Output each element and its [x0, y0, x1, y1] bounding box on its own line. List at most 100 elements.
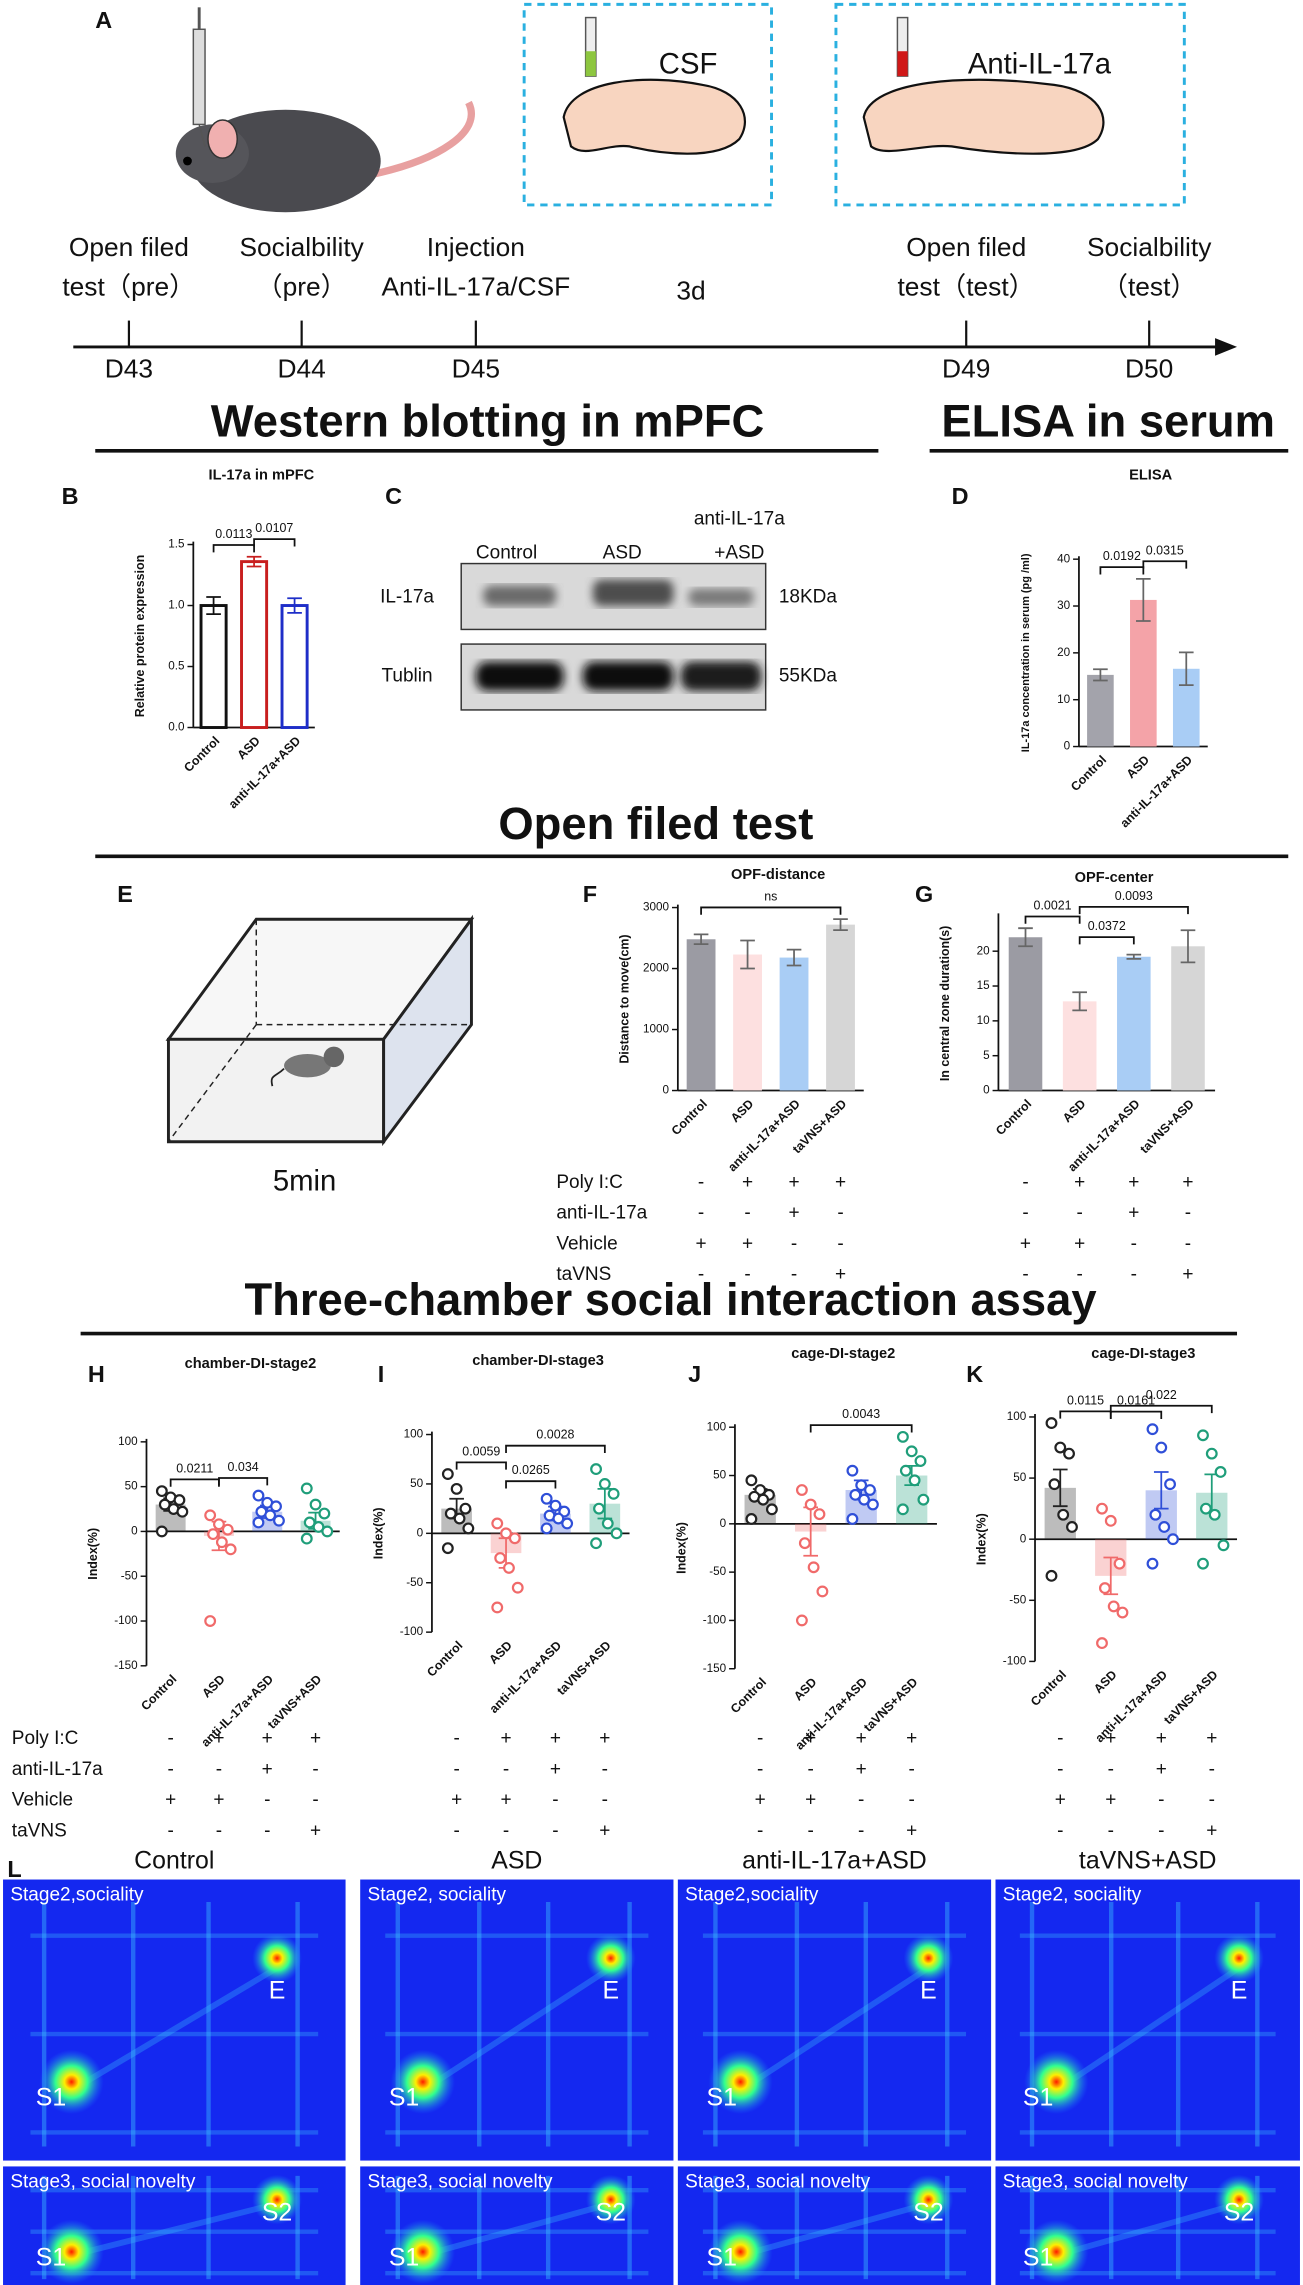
data-point — [494, 1552, 507, 1564]
heatmap-hotspot — [1214, 1933, 1264, 1984]
data-point — [158, 1498, 171, 1511]
treatment-sign: - — [1108, 1759, 1114, 1780]
panel-label: K — [966, 1361, 983, 1387]
y-tick-label: 15 — [977, 979, 991, 992]
heatmap-marker: S1 — [389, 2083, 419, 2111]
data-point — [607, 1487, 620, 1500]
data-point — [444, 1507, 457, 1520]
treatment-sign: + — [696, 1233, 707, 1254]
treatment-sign: + — [1105, 1790, 1116, 1811]
heatmap-hotspot — [903, 1933, 954, 1984]
data-point — [312, 1521, 325, 1533]
data-point — [864, 1484, 876, 1496]
data-point — [798, 1537, 811, 1550]
treatment-sign: - — [216, 1820, 222, 1841]
significance-label: 0.0028 — [536, 1428, 574, 1442]
event-label: Socialbility — [1087, 232, 1212, 262]
x-tick-label: ASD — [791, 1675, 819, 1703]
heatmap — [3, 1879, 346, 2161]
x-tick-label: Control — [993, 1097, 1034, 1138]
bar — [733, 954, 762, 1091]
treatment-sign: - — [744, 1203, 750, 1224]
x-tick-label: Control — [1068, 753, 1109, 794]
data-point — [804, 1498, 817, 1511]
significance-bracket — [1109, 1404, 1213, 1414]
treatment-sign: - — [167, 1820, 173, 1841]
bar — [199, 604, 228, 729]
significance-label: 0.0093 — [1115, 889, 1153, 903]
x-tick-label: anti-IL-17a+ASD — [226, 734, 304, 812]
treatment-sign: + — [1128, 1203, 1139, 1224]
data-point — [1104, 1514, 1117, 1527]
panel-label: F — [583, 881, 597, 907]
data-point — [1096, 1637, 1108, 1650]
y-tick-label: 50 — [713, 1469, 727, 1482]
data-point — [1167, 1533, 1179, 1546]
treatment-sign: + — [1182, 1172, 1193, 1193]
data-point — [511, 1581, 524, 1594]
heatmap-marker: E — [920, 1977, 937, 2005]
data-point — [215, 1536, 228, 1549]
treatment-sign: + — [310, 1820, 321, 1841]
significance-label: 0.0059 — [462, 1444, 500, 1458]
treatment-sign: - — [791, 1264, 797, 1285]
data-point — [601, 1517, 614, 1530]
treatment-sign: - — [1131, 1264, 1137, 1285]
data-point — [204, 1509, 217, 1522]
heatmap-hotspot — [252, 2174, 302, 2225]
x-tick-label: Control — [728, 1675, 769, 1716]
y-tick-label: 1.0 — [168, 599, 185, 612]
gap-label: 3d — [676, 276, 705, 306]
treatment-sign: - — [602, 1790, 608, 1811]
panel-label: C — [385, 483, 402, 509]
significance-bracket — [505, 1444, 606, 1454]
data-point — [765, 1503, 778, 1516]
data-point — [1045, 1417, 1058, 1430]
treatment-sign: - — [1022, 1172, 1028, 1193]
data-point — [462, 1522, 475, 1535]
treatment-sign: - — [1209, 1759, 1215, 1780]
error-bar — [246, 555, 262, 568]
significance-label: 0.0372 — [1088, 919, 1126, 933]
data-point — [155, 1485, 168, 1498]
heatmap-hotspot — [39, 2219, 104, 2285]
heatmap-marker: S1 — [706, 2243, 736, 2271]
treatment-sign: + — [451, 1790, 462, 1811]
x-tick-label: ASD — [1091, 1668, 1119, 1696]
treatment-sign: + — [906, 1820, 917, 1841]
data-point — [273, 1514, 285, 1527]
treatment-sign: - — [1057, 1759, 1063, 1780]
y-tick-label: 0.5 — [168, 660, 185, 673]
y-tick-label: 50 — [1013, 1471, 1027, 1484]
chart-title: cage-DI-stage2 — [791, 1346, 895, 1362]
box-label: CSF — [659, 49, 718, 81]
data-point — [807, 1561, 820, 1574]
significance-bracket — [809, 1424, 913, 1433]
treatment-sign: - — [1158, 1820, 1164, 1841]
x-tick-label: ASD — [486, 1638, 514, 1666]
data-point — [508, 1532, 521, 1545]
treatment-sign: + — [262, 1759, 273, 1780]
treatment-sign: + — [1206, 1728, 1217, 1749]
y-axis-label: IL-17a concentration in serum (pg /ml) — [1020, 553, 1032, 752]
data-point — [846, 1464, 859, 1477]
y-tick-label: 100 — [404, 1428, 424, 1441]
event-label: test（pre） — [62, 271, 195, 301]
data-point — [207, 1528, 220, 1541]
data-point — [914, 1455, 927, 1467]
treatment-sign: + — [856, 1728, 867, 1749]
data-point — [610, 1527, 623, 1540]
y-tick-label: -50 — [709, 1565, 726, 1578]
bar — [240, 560, 269, 729]
error-bar — [1072, 991, 1087, 1012]
x-tick-label: taVNS+ASD — [1137, 1097, 1197, 1157]
heatmap-hotspot — [390, 2219, 456, 2285]
significance-bracket — [1078, 936, 1135, 945]
event-label: Anti-IL-17a/CSF — [381, 271, 570, 301]
data-point — [173, 1494, 186, 1507]
data-point — [590, 1537, 602, 1550]
x-tick-label: Control — [1028, 1668, 1069, 1709]
x-tick-label: Control — [138, 1672, 179, 1713]
heatmap-track — [422, 2199, 618, 2259]
heatmap-hotspot — [585, 2174, 636, 2225]
